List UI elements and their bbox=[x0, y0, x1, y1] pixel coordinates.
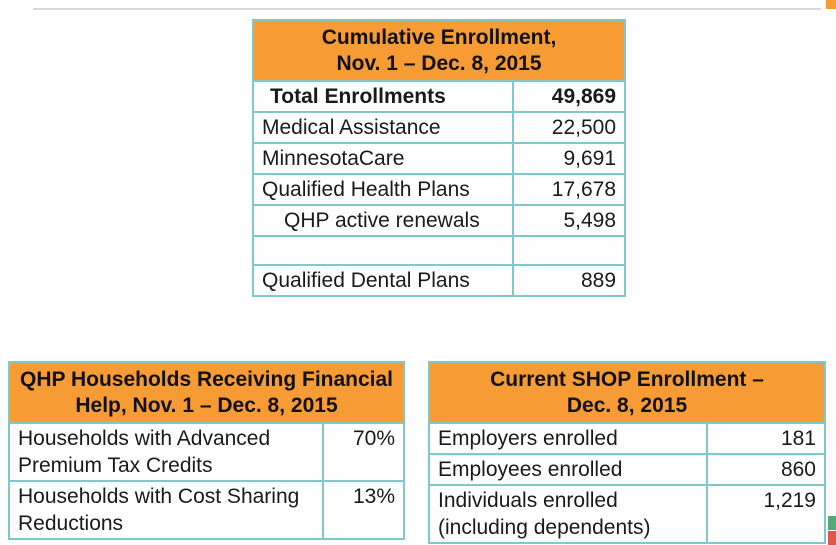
top-divider-line bbox=[33, 8, 821, 10]
shop-enrollment-title: Current SHOP Enrollment – Dec. 8, 2015 bbox=[428, 361, 826, 424]
title-line-1: Cumulative Enrollment, bbox=[321, 26, 557, 49]
table-row: Total Enrollments 49,869 bbox=[252, 80, 627, 113]
table-header-row: Cumulative Enrollment, Nov. 1 – Dec. 8, … bbox=[251, 19, 627, 82]
title-line-2: Help, Nov. 1 – Dec. 8, 2015 bbox=[75, 394, 338, 417]
row-value: 49,869 bbox=[511, 80, 627, 113]
row-value: 5,498 bbox=[511, 204, 627, 237]
table-row: Employees enrolled 860 bbox=[428, 453, 826, 486]
shop-enrollment-table: Current SHOP Enrollment – Dec. 8, 2015 E… bbox=[428, 361, 826, 544]
table-row: Employers enrolled 181 bbox=[428, 422, 826, 455]
title-line-2: Nov. 1 – Dec. 8, 2015 bbox=[336, 52, 542, 75]
row-label: Medical Assistance bbox=[252, 111, 514, 144]
row-value: 181 bbox=[706, 422, 826, 455]
row-label: Households with Advanced Premium Tax Cre… bbox=[8, 422, 324, 482]
row-label bbox=[252, 235, 514, 266]
table-row: Households with Advanced Premium Tax Cre… bbox=[8, 422, 406, 482]
row-label: Individuals enrolled (including dependen… bbox=[428, 484, 708, 544]
table-row: Qualified Health Plans 17,678 bbox=[252, 173, 627, 206]
title-line-1: Current SHOP Enrollment – bbox=[490, 368, 764, 391]
row-label: Qualified Health Plans bbox=[252, 173, 514, 206]
qhp-financial-help-table: QHP Households Receiving Financial Help,… bbox=[7, 361, 406, 540]
row-label: QHP active renewals bbox=[252, 204, 514, 237]
table-row: MinnesotaCare 9,691 bbox=[252, 142, 627, 175]
row-value: 889 bbox=[511, 264, 627, 297]
table-row: Medical Assistance 22,500 bbox=[252, 111, 627, 144]
title-line-2: Dec. 8, 2015 bbox=[566, 394, 688, 417]
table-header-row: QHP Households Receiving Financial Help,… bbox=[7, 361, 406, 424]
row-label: Employees enrolled bbox=[428, 453, 708, 486]
row-value: 860 bbox=[706, 453, 826, 486]
table-row bbox=[252, 235, 627, 266]
decor-green-square bbox=[828, 516, 836, 530]
table-row: Individuals enrolled (including dependen… bbox=[428, 484, 826, 544]
table-header-row: Current SHOP Enrollment – Dec. 8, 2015 bbox=[428, 361, 826, 424]
row-value bbox=[511, 235, 627, 266]
decor-orange-square bbox=[826, 0, 836, 9]
title-line-1: QHP Households Receiving Financial bbox=[19, 368, 394, 391]
row-value: 9,691 bbox=[511, 142, 627, 175]
table-row: Households with Cost Sharing Reductions 1… bbox=[8, 480, 406, 540]
table-row: Qualified Dental Plans 889 bbox=[252, 264, 627, 297]
row-value: 1,219 bbox=[706, 484, 826, 544]
row-label: Qualified Dental Plans bbox=[252, 264, 514, 297]
qhp-financial-help-title: QHP Households Receiving Financial Help,… bbox=[7, 361, 406, 424]
row-label: MinnesotaCare bbox=[252, 142, 514, 175]
row-label: Employers enrolled bbox=[428, 422, 708, 455]
table-row: QHP active renewals 5,498 bbox=[252, 204, 627, 237]
cumulative-enrollment-title: Cumulative Enrollment, Nov. 1 – Dec. 8, … bbox=[251, 19, 627, 82]
decor-red-square bbox=[828, 531, 836, 545]
row-value: 22,500 bbox=[511, 111, 627, 144]
row-value: 17,678 bbox=[511, 173, 627, 206]
row-value: 13% bbox=[321, 480, 406, 540]
row-label: Total Enrollments bbox=[252, 80, 514, 113]
row-value: 70% bbox=[321, 422, 406, 482]
row-label: Households with Cost Sharing Reductions bbox=[8, 480, 324, 540]
cumulative-enrollment-table: Cumulative Enrollment, Nov. 1 – Dec. 8, … bbox=[251, 19, 627, 297]
